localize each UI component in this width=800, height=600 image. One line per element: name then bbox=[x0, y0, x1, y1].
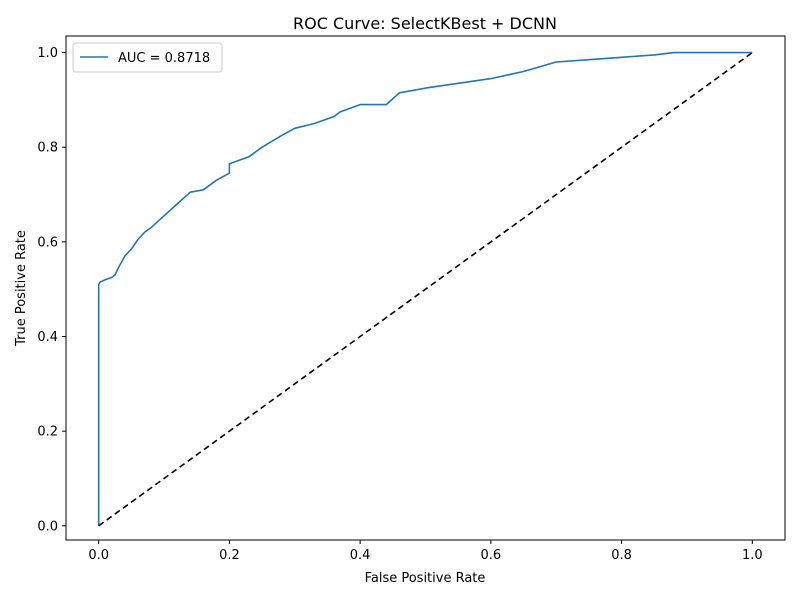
x-tick-label: 0.0 bbox=[88, 548, 109, 563]
y-tick-label: 0.6 bbox=[37, 235, 58, 250]
roc-curve-line bbox=[97, 51, 753, 526]
y-tick-label: 1.0 bbox=[37, 46, 58, 61]
x-tick-label: 1.0 bbox=[742, 548, 763, 563]
legend: AUC = 0.8718 bbox=[72, 42, 223, 73]
y-axis-label: True Positive Rate bbox=[14, 230, 29, 347]
x-tick-label: 0.4 bbox=[350, 548, 371, 563]
y-tick-label: 0.0 bbox=[37, 519, 58, 534]
plot-area bbox=[65, 35, 786, 541]
plot-frame bbox=[65, 35, 786, 541]
y-tick-label: 0.4 bbox=[37, 330, 58, 345]
x-axis: 0.0 0.2 0.4 0.6 0.8 1.0 bbox=[88, 540, 763, 563]
chance-diagonal-line bbox=[98, 51, 753, 527]
series-layer bbox=[97, 51, 753, 527]
x-tick-label: 0.6 bbox=[481, 548, 502, 563]
legend-box bbox=[72, 42, 223, 73]
x-tick-label: 0.2 bbox=[219, 548, 240, 563]
y-axis: 0.0 0.2 0.4 0.6 0.8 1.0 bbox=[37, 46, 66, 534]
chart-title: ROC Curve: SelectKBest + DCNN bbox=[293, 14, 557, 33]
x-tick-label: 0.8 bbox=[611, 548, 632, 563]
x-axis-label: False Positive Rate bbox=[365, 571, 486, 586]
y-tick-label: 0.8 bbox=[37, 141, 58, 156]
legend-label: AUC = 0.8718 bbox=[118, 51, 210, 66]
y-tick-label: 0.2 bbox=[37, 425, 58, 440]
